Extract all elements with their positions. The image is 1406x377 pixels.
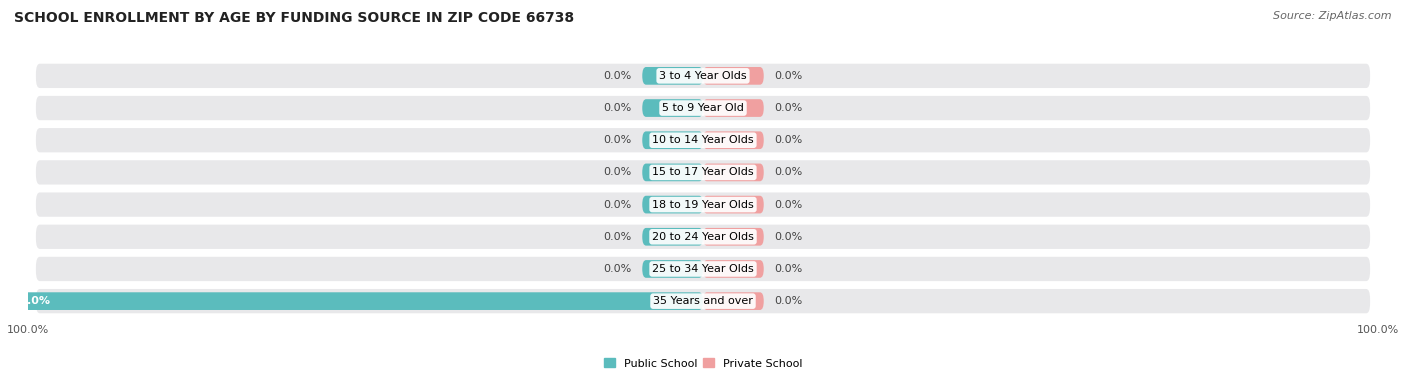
Text: 15 to 17 Year Olds: 15 to 17 Year Olds — [652, 167, 754, 178]
FancyBboxPatch shape — [703, 292, 763, 310]
Text: 20 to 24 Year Olds: 20 to 24 Year Olds — [652, 232, 754, 242]
FancyBboxPatch shape — [703, 131, 763, 149]
FancyBboxPatch shape — [703, 99, 763, 117]
Legend: Public School, Private School: Public School, Private School — [599, 354, 807, 373]
FancyBboxPatch shape — [35, 288, 1371, 314]
Text: 0.0%: 0.0% — [775, 264, 803, 274]
Text: 10 to 14 Year Olds: 10 to 14 Year Olds — [652, 135, 754, 145]
Text: 0.0%: 0.0% — [775, 71, 803, 81]
Text: 0.0%: 0.0% — [603, 167, 631, 178]
Text: 0.0%: 0.0% — [603, 135, 631, 145]
FancyBboxPatch shape — [643, 67, 703, 85]
Text: 0.0%: 0.0% — [603, 264, 631, 274]
Text: 35 Years and over: 35 Years and over — [652, 296, 754, 306]
Text: SCHOOL ENROLLMENT BY AGE BY FUNDING SOURCE IN ZIP CODE 66738: SCHOOL ENROLLMENT BY AGE BY FUNDING SOUR… — [14, 11, 574, 25]
Text: 0.0%: 0.0% — [775, 103, 803, 113]
Text: Source: ZipAtlas.com: Source: ZipAtlas.com — [1274, 11, 1392, 21]
FancyBboxPatch shape — [35, 159, 1371, 185]
Text: 0.0%: 0.0% — [775, 199, 803, 210]
FancyBboxPatch shape — [703, 67, 763, 85]
FancyBboxPatch shape — [643, 260, 703, 278]
Text: 5 to 9 Year Old: 5 to 9 Year Old — [662, 103, 744, 113]
FancyBboxPatch shape — [703, 196, 763, 213]
FancyBboxPatch shape — [703, 260, 763, 278]
FancyBboxPatch shape — [643, 99, 703, 117]
FancyBboxPatch shape — [643, 228, 703, 246]
FancyBboxPatch shape — [0, 292, 703, 310]
Text: 0.0%: 0.0% — [775, 296, 803, 306]
Text: 0.0%: 0.0% — [603, 199, 631, 210]
FancyBboxPatch shape — [643, 196, 703, 213]
Text: 3 to 4 Year Olds: 3 to 4 Year Olds — [659, 71, 747, 81]
Text: 25 to 34 Year Olds: 25 to 34 Year Olds — [652, 264, 754, 274]
FancyBboxPatch shape — [643, 131, 703, 149]
FancyBboxPatch shape — [35, 256, 1371, 282]
FancyBboxPatch shape — [643, 164, 703, 181]
Text: 0.0%: 0.0% — [603, 71, 631, 81]
FancyBboxPatch shape — [35, 127, 1371, 153]
Text: 0.0%: 0.0% — [775, 167, 803, 178]
FancyBboxPatch shape — [703, 164, 763, 181]
FancyBboxPatch shape — [703, 228, 763, 246]
Text: 18 to 19 Year Olds: 18 to 19 Year Olds — [652, 199, 754, 210]
FancyBboxPatch shape — [35, 95, 1371, 121]
Text: 0.0%: 0.0% — [775, 232, 803, 242]
FancyBboxPatch shape — [35, 192, 1371, 218]
FancyBboxPatch shape — [35, 63, 1371, 89]
Text: 0.0%: 0.0% — [603, 103, 631, 113]
Text: 0.0%: 0.0% — [775, 135, 803, 145]
FancyBboxPatch shape — [35, 224, 1371, 250]
Text: 100.0%: 100.0% — [6, 296, 51, 306]
Text: 0.0%: 0.0% — [603, 232, 631, 242]
